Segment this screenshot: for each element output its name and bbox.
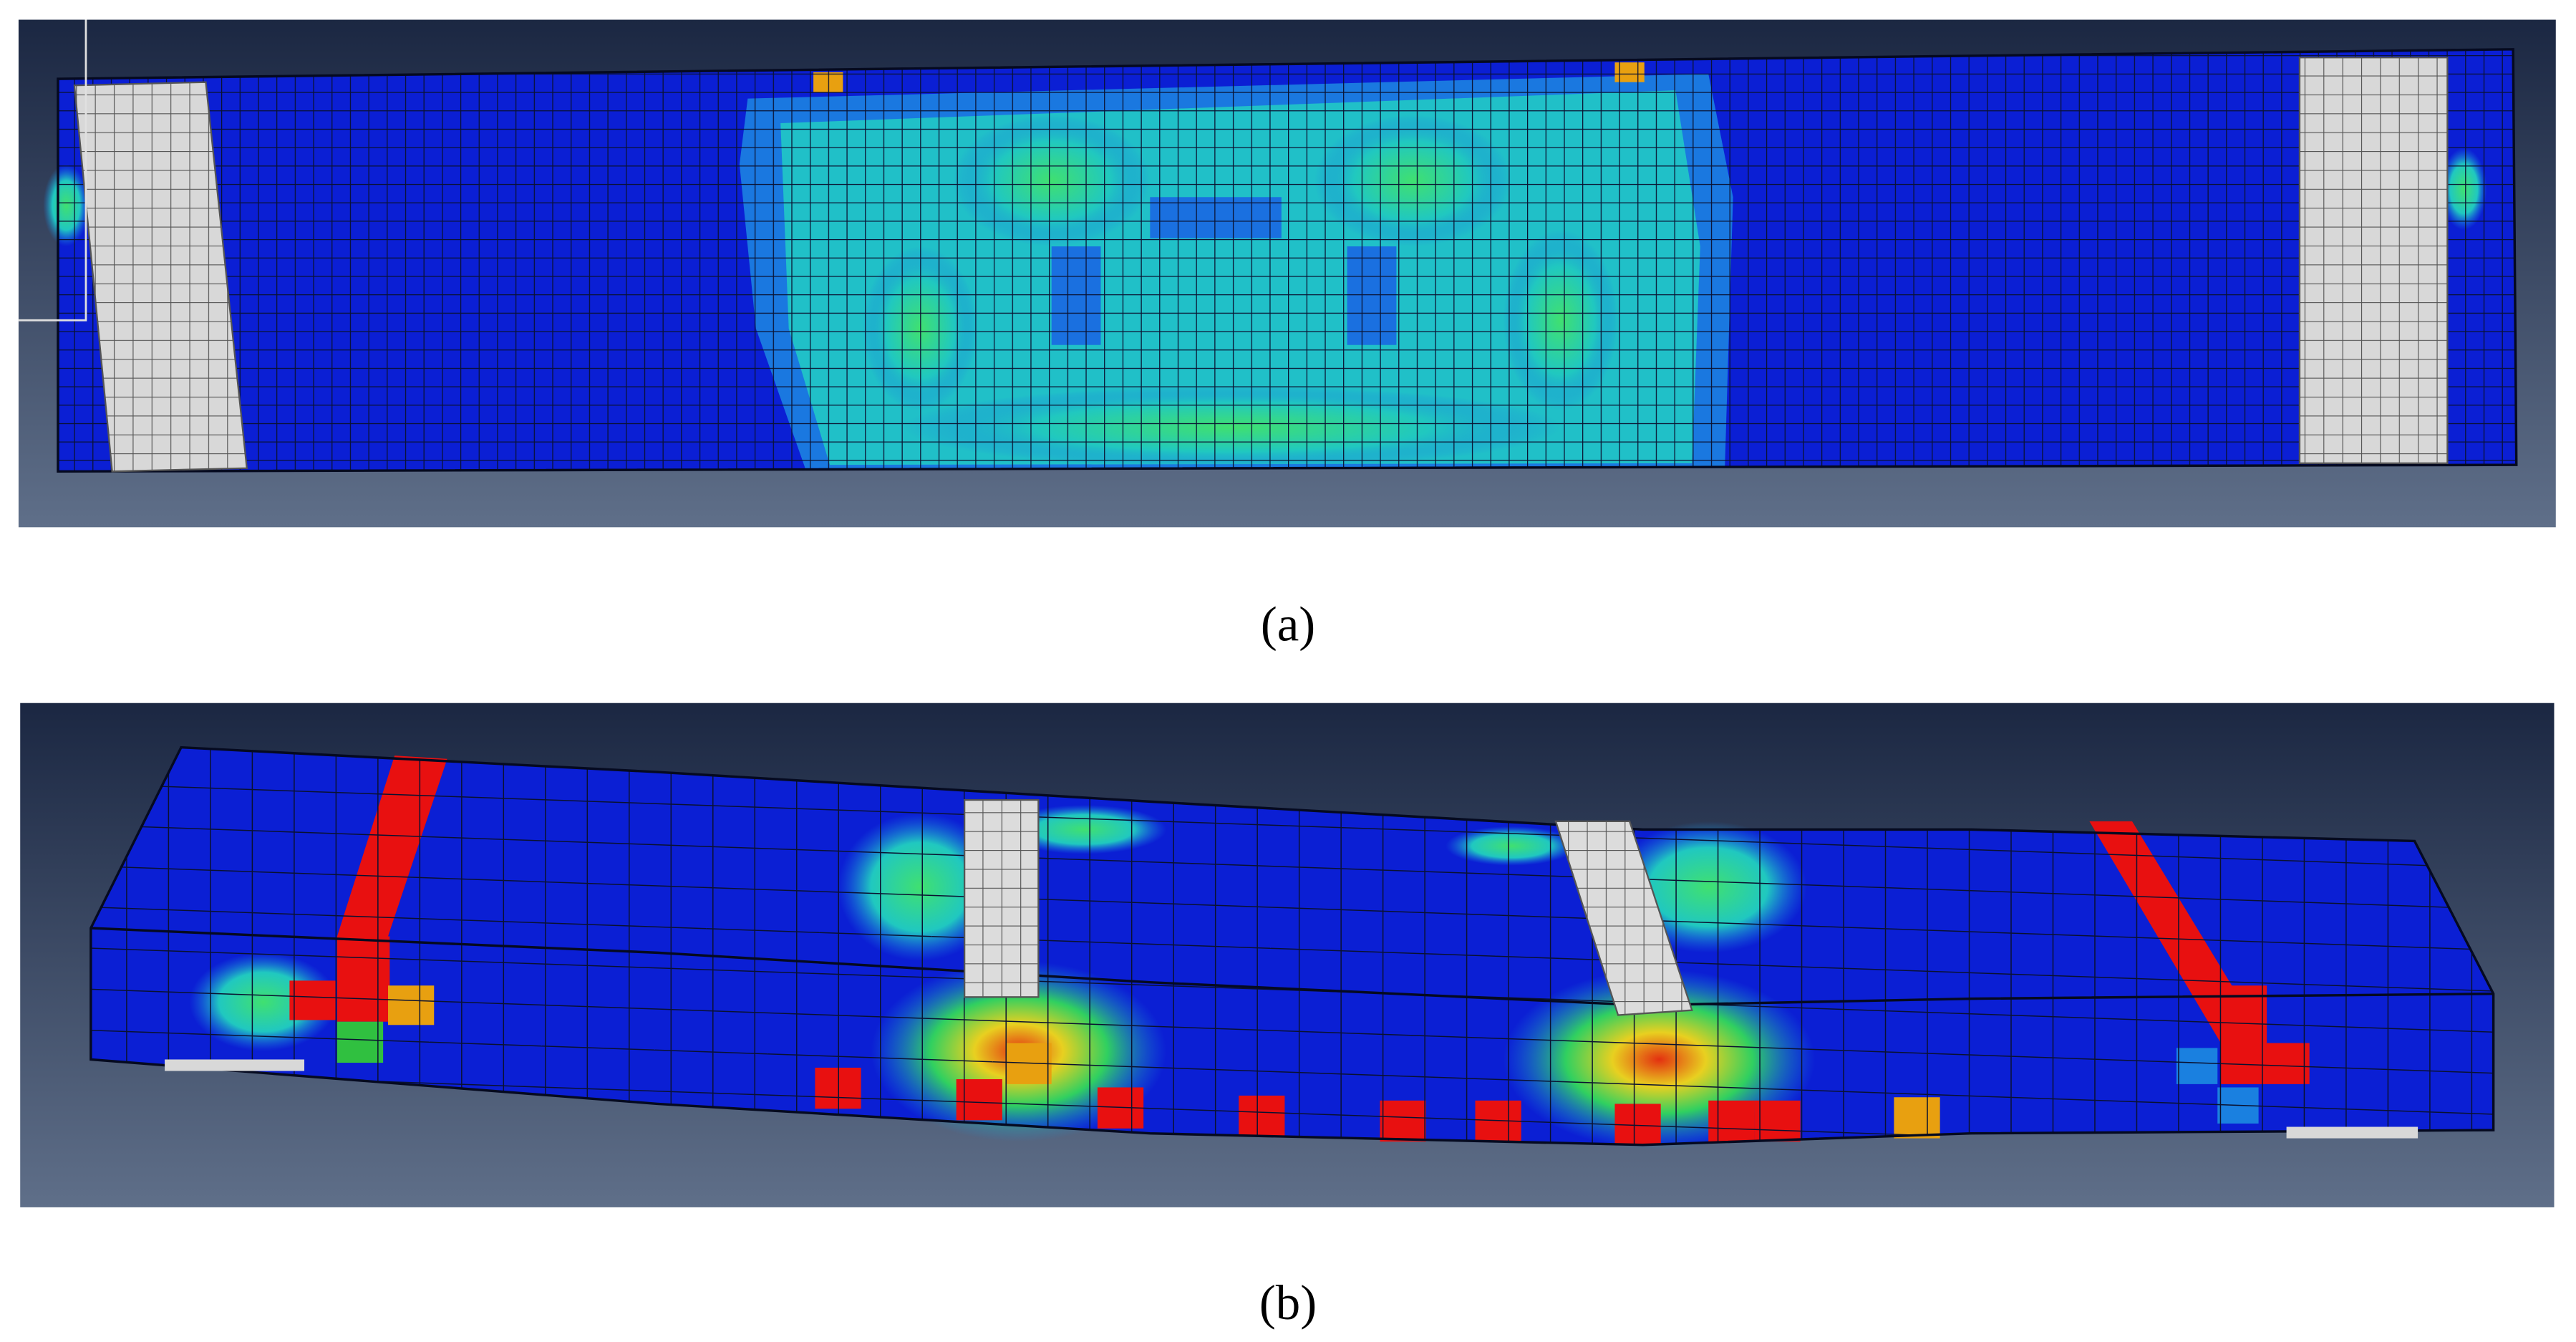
mesh [89,745,2495,1147]
load-plate-mesh [964,800,1039,998]
panel-b [20,703,2555,1207]
panel-a [18,19,2556,528]
right-support-plate-mesh [2298,57,2449,464]
view-marker [18,19,87,322]
caption-b: (b) [1259,1275,1317,1330]
support [2286,1126,2418,1139]
left-support-plate-mesh [73,81,248,473]
caption-a: (a) [1261,597,1315,652]
mesh [57,48,2518,473]
load-plate-mesh [1555,821,1693,1015]
support [165,1059,305,1071]
beam-edge [90,927,2494,1007]
